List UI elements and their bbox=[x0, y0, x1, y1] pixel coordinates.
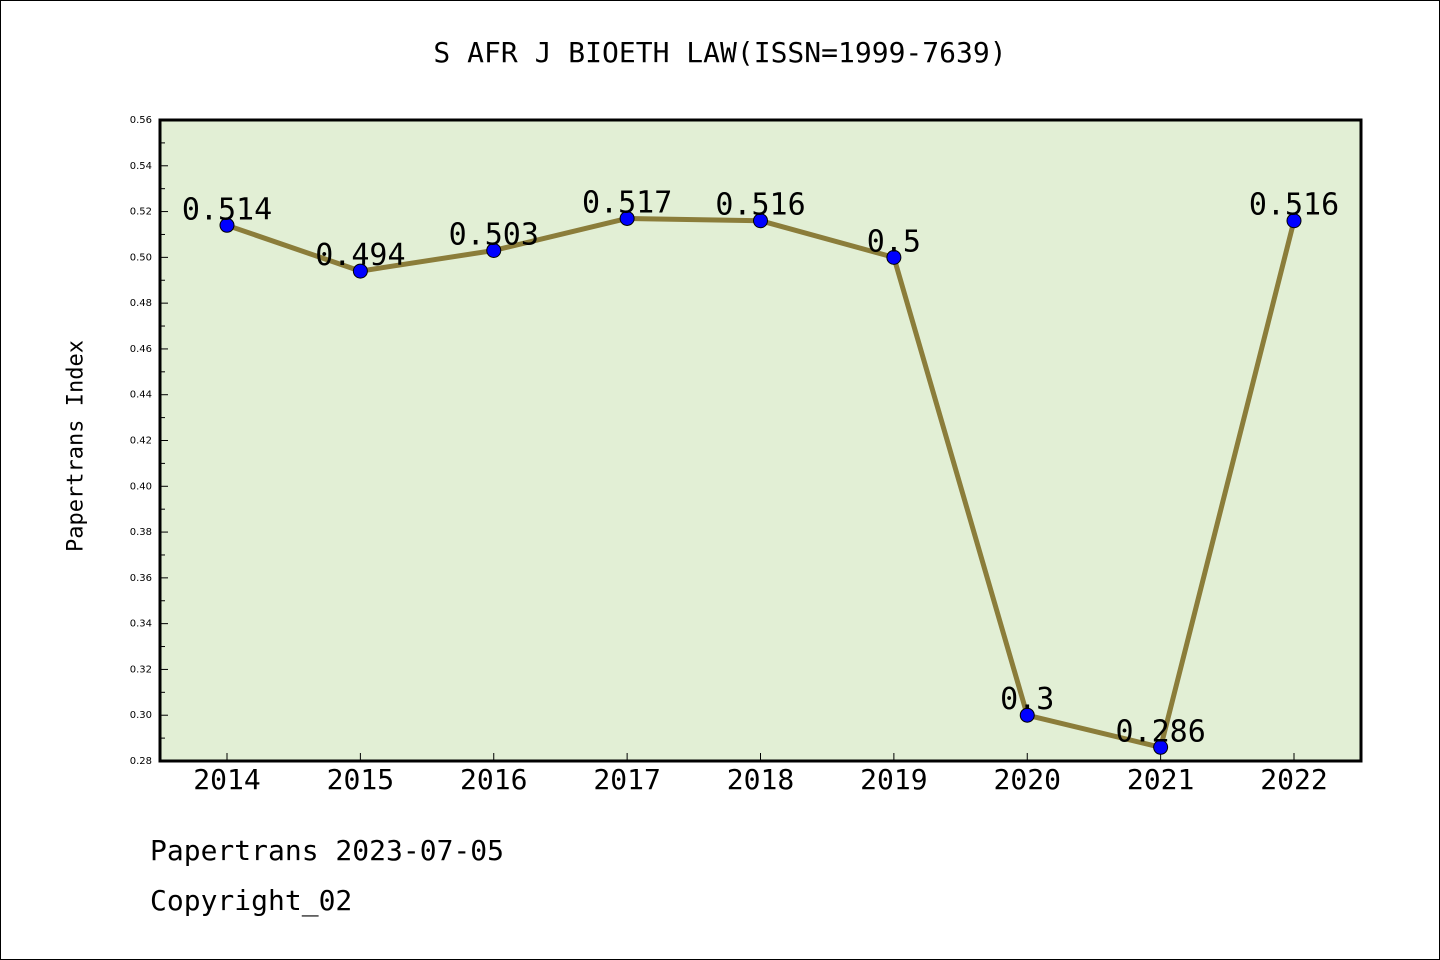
data-markers bbox=[219, 210, 1302, 755]
x-axis: 2014 2015 2016 2017 2018 2019 2020 2021 2022 bbox=[193, 753, 1328, 796]
data-point bbox=[486, 242, 502, 258]
x-tick-label: 2017 bbox=[593, 763, 660, 796]
y-tick-label: 0.44 bbox=[130, 390, 152, 401]
y-tick-label: 0.34 bbox=[130, 619, 152, 630]
data-point bbox=[1019, 707, 1035, 723]
y-tick-label: 0.52 bbox=[130, 207, 152, 218]
data-point bbox=[1286, 213, 1302, 229]
data-point bbox=[352, 263, 368, 279]
y-tick-label: 0.50 bbox=[130, 252, 152, 263]
data-point bbox=[886, 249, 902, 265]
data-label: 0.503 bbox=[449, 217, 539, 252]
y-tick-label: 0.28 bbox=[130, 756, 152, 767]
x-tick-label: 2019 bbox=[860, 763, 927, 796]
data-point bbox=[219, 217, 235, 233]
data-label: 0.3 bbox=[1000, 682, 1054, 717]
y-axis: 0.28 0.30 0.32 0.34 0.36 0.38 0.40 0.42 0.44 0.46… bbox=[130, 115, 168, 767]
x-tick-label: 2022 bbox=[1260, 763, 1327, 796]
data-labels: 0.514 0.494 0.503 0.517 0.516 0.5 0.3 0.286 0.51… bbox=[182, 185, 1339, 749]
data-point bbox=[753, 213, 768, 229]
x-tick-label: 2020 bbox=[994, 763, 1061, 796]
data-label: 0.517 bbox=[582, 185, 672, 220]
data-label: 0.286 bbox=[1115, 714, 1205, 749]
data-point bbox=[619, 210, 635, 226]
chart-title: S AFR J BIOETH LAW(ISSN=1999-7639) bbox=[433, 36, 1007, 69]
footer-date: Papertrans 2023-07-05 bbox=[150, 834, 505, 867]
data-label: 0.5 bbox=[867, 224, 921, 259]
y-tick-label: 0.42 bbox=[130, 436, 152, 447]
x-tick-label: 2018 bbox=[727, 763, 794, 796]
y-tick-label: 0.46 bbox=[130, 344, 152, 355]
y-tick-label: 0.48 bbox=[130, 298, 152, 309]
x-tick-label: 2021 bbox=[1127, 763, 1194, 796]
data-label: 0.516 bbox=[1249, 188, 1339, 223]
y-tick-label: 0.56 bbox=[130, 115, 152, 126]
y-tick-label: 0.36 bbox=[130, 573, 152, 584]
y-tick-label: 0.32 bbox=[130, 664, 152, 675]
x-tick-label: 2014 bbox=[193, 763, 260, 796]
data-label: 0.514 bbox=[182, 192, 272, 227]
x-tick-label: 2015 bbox=[327, 763, 394, 796]
x-tick-label: 2016 bbox=[460, 763, 527, 796]
data-label: 0.516 bbox=[715, 188, 805, 223]
data-label: 0.494 bbox=[315, 238, 405, 273]
y-tick-label: 0.38 bbox=[130, 527, 152, 538]
y-tick-label: 0.54 bbox=[130, 161, 152, 172]
footer-copyright: Copyright_02 bbox=[150, 884, 353, 917]
y-tick-label: 0.40 bbox=[130, 481, 152, 492]
y-tick-label: 0.30 bbox=[130, 710, 152, 721]
data-point bbox=[1153, 739, 1169, 755]
